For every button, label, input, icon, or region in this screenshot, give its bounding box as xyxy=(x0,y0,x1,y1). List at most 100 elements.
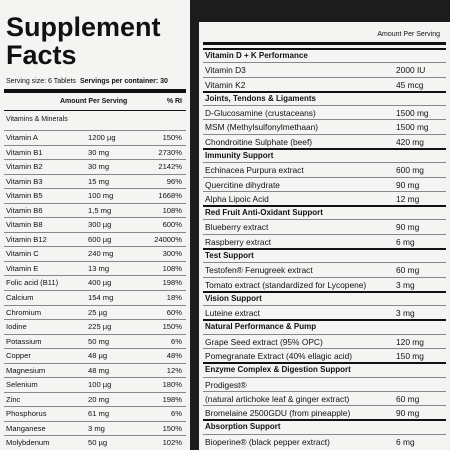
row-rule xyxy=(4,304,186,306)
nutrient-name: Vitamin C xyxy=(6,249,39,259)
amount: 3 mg xyxy=(396,308,415,319)
percent-ri: 198% xyxy=(162,394,182,404)
amount: 3 mg xyxy=(396,279,415,290)
row-rule xyxy=(4,406,186,408)
column-header: % RI xyxy=(166,98,182,105)
row-rule xyxy=(203,119,446,121)
nutrient-name: Zinc xyxy=(6,394,21,404)
section-title: Enzyme Complex & Digestion Support xyxy=(205,365,351,375)
nutrient-name: Manganese xyxy=(6,423,46,433)
row-rule xyxy=(4,319,186,321)
left-panel: Supplement Facts Serving size: 6 Tablets… xyxy=(0,0,190,450)
rule xyxy=(4,89,186,93)
row-rule xyxy=(4,144,186,146)
row-rule xyxy=(4,362,186,364)
section-rule xyxy=(203,148,446,150)
row-rule xyxy=(203,219,446,221)
nutrient-name: Vitamin B8 xyxy=(6,220,43,230)
section-title: Red Fruit Anti-Oxidant Support xyxy=(205,208,323,218)
ingredient-name: Quercitine dihydrate xyxy=(205,179,280,190)
column-header: Amount Per Serving xyxy=(60,98,128,105)
amount: 45 mcg xyxy=(396,79,424,90)
percent-ri: 48% xyxy=(166,351,182,361)
amount: 300 µg xyxy=(88,220,112,230)
title: Supplement xyxy=(6,12,161,42)
amount: 13 mg xyxy=(88,263,110,273)
right-panel: Amount Per Serving Vitamin D + K Perform… xyxy=(199,22,450,450)
row-rule xyxy=(4,246,186,248)
percent-ri: 150% xyxy=(162,322,182,332)
row-rule xyxy=(4,173,186,175)
percent-ri: 6% xyxy=(171,336,182,346)
nutrient-name: Vitamin B12 xyxy=(6,234,47,244)
percent-ri: 96% xyxy=(166,176,182,186)
percent-ri: 102% xyxy=(162,438,182,448)
row-rule xyxy=(203,390,446,392)
nutrient-name: Calcium xyxy=(6,293,34,302)
row-rule xyxy=(203,305,446,307)
section-title: Vitamins & Minerals xyxy=(6,116,68,123)
nutrient-name: Vitamin B5 xyxy=(6,191,43,201)
row-rule xyxy=(203,190,446,192)
percent-ri: 150% xyxy=(162,133,182,142)
row-rule xyxy=(203,433,446,435)
ingredient-name: Chondroitine Sulphate (beef) xyxy=(205,136,313,147)
ingredient-name: Echinacea Purpura extract xyxy=(205,165,304,176)
amount: 154 mg xyxy=(88,293,114,302)
percent-ri: 2730% xyxy=(158,147,182,157)
percent-ri: 300% xyxy=(162,249,182,259)
nutrient-name: Molybdenum xyxy=(6,438,50,448)
amount: 1200 µg xyxy=(88,133,116,142)
percent-ri: 12% xyxy=(166,365,182,375)
amount: 6 mg xyxy=(396,236,415,247)
ingredient-name: Blueberry extract xyxy=(205,222,269,233)
nutrient-name: Vitamin B2 xyxy=(6,162,43,172)
amount: 120 mg xyxy=(396,336,424,347)
amount: 2000 IU xyxy=(396,65,426,76)
section-title: Immunity Support xyxy=(205,151,274,160)
amount: 1500 mg xyxy=(396,122,429,133)
ingredient-name: Tomato extract (standardized for Lycopen… xyxy=(205,279,367,290)
amount: 30 mg xyxy=(88,162,110,172)
row-rule xyxy=(203,262,446,264)
rule xyxy=(4,110,186,111)
row-rule xyxy=(203,76,446,78)
section-rule xyxy=(203,90,446,93)
row-rule xyxy=(4,188,186,190)
nutrient-name: Folic acid (B11) xyxy=(6,278,59,288)
row-rule xyxy=(203,133,446,135)
amount: 50 mg xyxy=(88,336,110,346)
row-rule xyxy=(4,231,186,233)
ingredient-name: D-Glucosamine (crustaceans) xyxy=(205,108,316,119)
nutrient-name: Vitamin E xyxy=(6,263,39,273)
ingredient-name: Prodigest® xyxy=(205,379,247,390)
row-rule xyxy=(203,233,446,235)
row-rule xyxy=(4,377,186,379)
percent-ri: 108% xyxy=(162,263,182,273)
amount: 420 mg xyxy=(396,136,424,147)
amount: 61 mg xyxy=(88,409,110,419)
amount: 240 mg xyxy=(88,249,114,259)
ingredient-name: MSM (Methylsulfonylmethaan) xyxy=(205,122,319,133)
row-rule xyxy=(203,333,446,335)
section-rule xyxy=(203,205,446,208)
row-rule xyxy=(203,162,446,164)
section-rule xyxy=(203,290,446,293)
ingredient-name: (natural artichoke leaf & ginger extract… xyxy=(205,393,350,404)
percent-ri: 1668% xyxy=(158,191,182,201)
nutrient-name: Selenium xyxy=(6,380,38,390)
percent-ri: 108% xyxy=(162,205,182,215)
section-rule xyxy=(203,248,446,250)
percent-ri: 198% xyxy=(162,278,182,288)
section-rule xyxy=(203,419,446,422)
nutrient-name: Vitamin B1 xyxy=(6,147,43,157)
amount: 12 mg xyxy=(396,193,420,204)
amount: 90 mg xyxy=(396,408,420,419)
section-rule xyxy=(203,48,446,50)
row-rule xyxy=(4,435,186,437)
row-rule xyxy=(4,290,186,291)
section-rule xyxy=(203,319,446,322)
nutrient-name: Phosphorus xyxy=(6,409,47,419)
